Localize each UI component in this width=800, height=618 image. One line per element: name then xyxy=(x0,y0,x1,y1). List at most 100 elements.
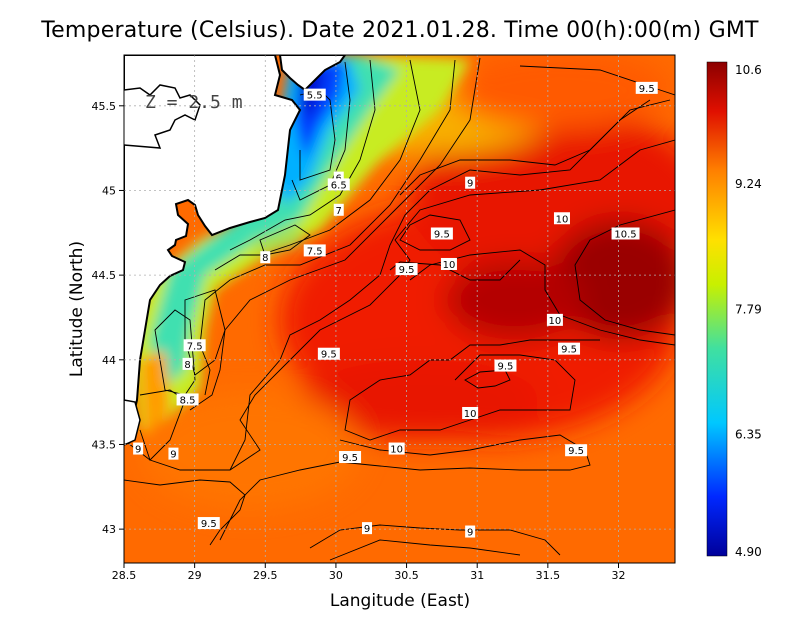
colorbar-label: 9.24 xyxy=(735,177,762,191)
y-tick-label: 43 xyxy=(102,523,116,536)
contour-label-text: 9.5 xyxy=(498,362,514,373)
contour-label-bg xyxy=(183,339,206,352)
contour-label: 8 xyxy=(260,251,271,264)
x-axis-title: Langitude (East) xyxy=(330,591,470,611)
contour-label-bg xyxy=(395,263,418,276)
contour-label-text: 10 xyxy=(443,260,456,271)
contour-label: 9.5 xyxy=(339,451,362,464)
land-crimea xyxy=(124,55,302,442)
colorbar: 10.6 9.24 7.79 6.35 4.90 xyxy=(706,61,762,559)
contour-label: 10 xyxy=(440,257,457,271)
contour-lines xyxy=(124,57,675,561)
contour-label: 5.5 xyxy=(303,88,326,102)
contour-label-text: 7.5 xyxy=(307,246,323,257)
coast-inner xyxy=(124,84,201,149)
contour-label: 7.5 xyxy=(183,339,206,352)
land-mask xyxy=(124,55,347,446)
y-tick-label: 44.5 xyxy=(92,269,117,282)
contour-label-bg xyxy=(176,393,199,406)
contour-label-bg xyxy=(565,444,588,457)
contour-label-text: 5.5 xyxy=(307,91,323,102)
contour-label: 9.5 xyxy=(494,359,517,373)
x-tick-label: 30.5 xyxy=(394,569,419,582)
contour-label-text: 9.5 xyxy=(342,453,358,464)
contour-label: 9.5 xyxy=(317,347,340,361)
contour-label-text: 10 xyxy=(464,409,477,420)
land-west-strip xyxy=(124,399,141,446)
depth-label: Z = 2.5 m xyxy=(145,92,243,113)
colorbar-label: 10.6 xyxy=(735,63,762,77)
x-tick-label: 31.5 xyxy=(536,569,561,582)
contour-label: 9.5 xyxy=(197,517,220,530)
contour-label-text: 9.5 xyxy=(321,350,337,361)
contour-label: 9.5 xyxy=(635,81,658,95)
y-tick-label: 45.5 xyxy=(92,100,117,113)
contour-label-text: 8 xyxy=(184,360,190,371)
contour-label-text: 9 xyxy=(170,450,176,461)
contour-label-bg xyxy=(260,251,271,264)
contour-label-bg xyxy=(494,359,517,372)
plot-frame xyxy=(123,54,676,564)
contour-label-text: 8.5 xyxy=(180,395,196,406)
colorbar-label: 7.79 xyxy=(735,303,762,317)
contour-label-bg xyxy=(553,212,570,225)
y-tick-label: 44 xyxy=(102,354,116,367)
contour-label: 7 xyxy=(333,203,344,217)
contour-label: 9.5 xyxy=(558,342,581,356)
contour-label: 6.5 xyxy=(327,178,350,191)
contour-label: 10 xyxy=(546,313,563,327)
contour-label-text: 9.5 xyxy=(201,519,217,530)
contour-label: 10 xyxy=(462,406,479,420)
y-axis: 43 43.5 44 44.5 45 45.5 xyxy=(92,100,124,536)
colorbar-gradient xyxy=(706,61,728,557)
contour-label-bg xyxy=(182,357,193,370)
contour-label-text: 9 xyxy=(135,445,141,456)
contour-label-bg xyxy=(440,257,457,270)
contour-label-text: 9.5 xyxy=(561,345,577,356)
contour-label: 7.5 xyxy=(303,244,326,257)
contour-label-bg xyxy=(333,203,344,216)
contour-label-bg xyxy=(339,451,362,464)
contour-label: 9 xyxy=(465,176,476,190)
contour-label: 10 xyxy=(553,212,570,225)
y-axis-title: Latitude (North) xyxy=(67,241,87,377)
colorbar-label: 6.35 xyxy=(735,427,762,441)
colorbar-labels: 10.6 9.24 7.79 6.35 4.90 xyxy=(735,63,762,559)
contour-label-bg xyxy=(303,244,326,257)
contour-label: 9 xyxy=(465,525,476,539)
colorbar-label: 4.90 xyxy=(735,545,762,559)
contour-label-bg xyxy=(168,447,179,460)
contour-label: 9.5 xyxy=(430,227,453,240)
contour-label-text: 10.5 xyxy=(614,229,636,240)
contour-label-text: 9.5 xyxy=(639,84,655,95)
land-peninsula-north xyxy=(278,55,347,92)
contour-label-bg xyxy=(465,176,476,189)
contour-label-bg xyxy=(362,522,373,535)
contour-label: 10.5 xyxy=(611,227,640,240)
x-tick-label: 28.5 xyxy=(112,569,137,582)
contour-label-bg xyxy=(635,81,658,94)
x-tick-label: 30 xyxy=(329,569,343,582)
x-tick-label: 31 xyxy=(470,569,484,582)
contour-label-text: 9 xyxy=(467,528,473,539)
contour-label: 10 xyxy=(388,442,405,456)
chart-title: Temperature (Celsius). Date 2021.01.28. … xyxy=(41,18,759,43)
x-tick-label: 32 xyxy=(611,569,625,582)
contour-label-text: 10 xyxy=(556,214,569,225)
contour-label: 9.5 xyxy=(565,444,588,457)
contour-label-bg xyxy=(133,442,144,455)
contour-label-text: 6.5 xyxy=(331,180,347,191)
contour-label-bg xyxy=(327,178,350,191)
contour-label-bg xyxy=(546,313,563,326)
contour-label-bg xyxy=(197,517,220,530)
contour-label-bg xyxy=(388,442,405,455)
contour-label-bg xyxy=(333,171,344,184)
contour-label-text: 10 xyxy=(549,316,562,327)
contour-label: 9 xyxy=(362,522,373,535)
contour-label-bg xyxy=(430,227,453,240)
contour-label: 9.5 xyxy=(395,263,418,276)
contour-label-text: 9 xyxy=(364,524,370,535)
contour-label-bg xyxy=(462,406,479,419)
contour-label: 8 xyxy=(182,357,193,371)
contour-label: 8.5 xyxy=(176,393,199,406)
